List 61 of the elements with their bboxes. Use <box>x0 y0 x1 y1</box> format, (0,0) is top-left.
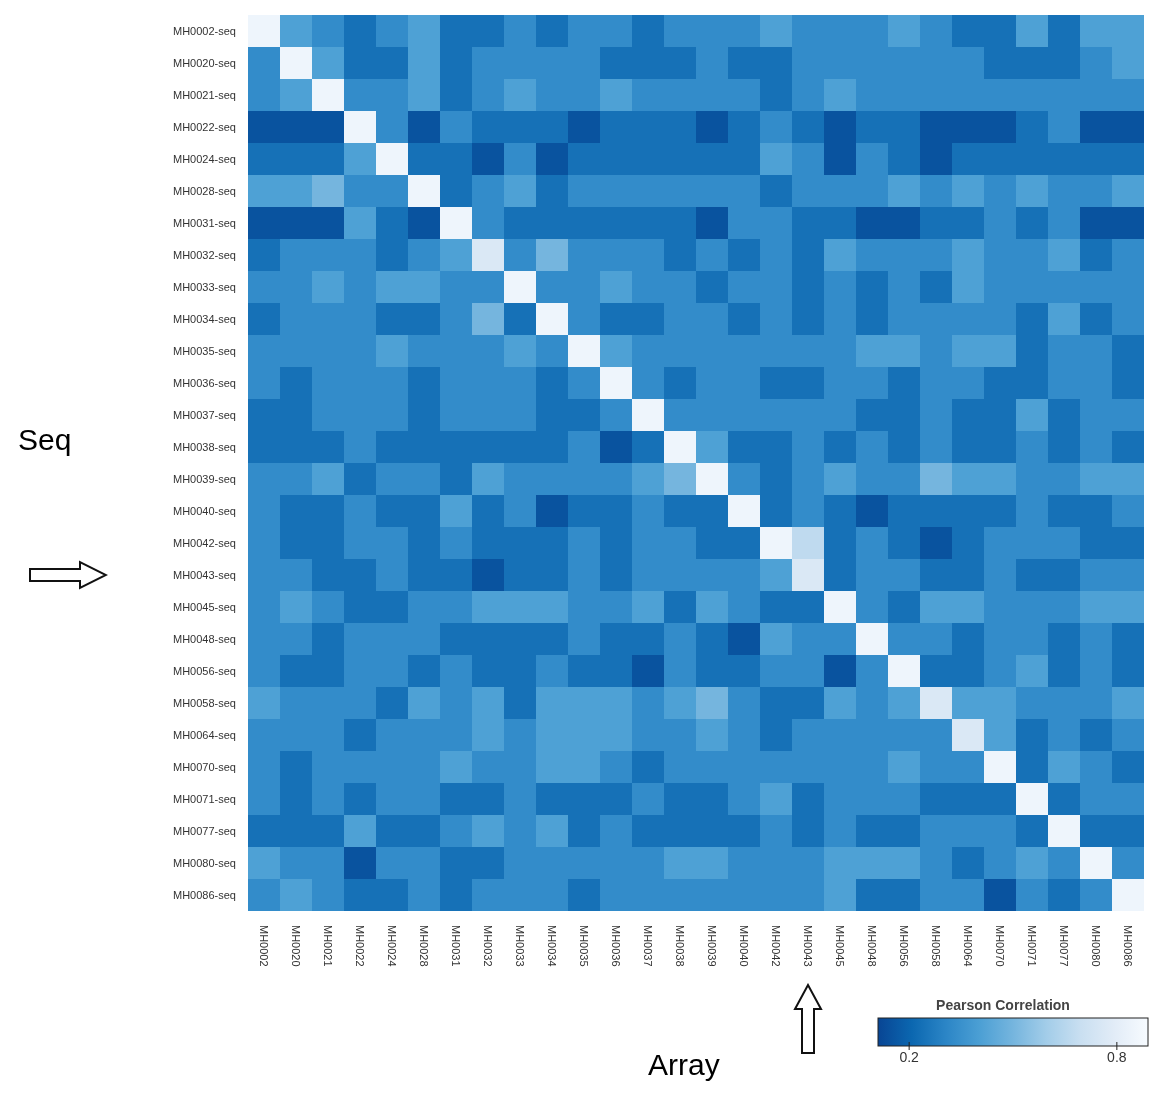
x-tick-label: MH0033 <box>514 925 526 967</box>
y-tick-label: MH0058-seq <box>173 697 236 709</box>
y-tick-label: MH0056-seq <box>173 665 236 677</box>
y-tick-label: MH0021-seq <box>173 89 236 101</box>
y-tick-label: MH0071-seq <box>173 793 236 805</box>
x-tick-label: MH0077 <box>1058 925 1070 967</box>
x-tick-label: MH0035 <box>578 925 590 967</box>
y-tick-label: MH0039-seq <box>173 473 236 485</box>
x-tick-label: MH0024 <box>386 925 398 967</box>
y-tick-label: MH0002-seq <box>173 25 236 37</box>
x-tick-label: MH0080 <box>1090 925 1102 967</box>
color-bar-label: 0.8 <box>1107 1049 1127 1065</box>
y-tick-label: MH0077-seq <box>173 825 236 837</box>
x-tick-label: MH0070 <box>994 925 1006 967</box>
y-tick-label: MH0032-seq <box>173 249 236 261</box>
x-tick-label: MH0058 <box>930 925 942 967</box>
y-tick-label: MH0031-seq <box>173 217 236 229</box>
y-tick-label: MH0034-seq <box>173 313 236 325</box>
x-tick-label: MH0086 <box>1122 925 1134 967</box>
x-tick-label: MH0002 <box>258 925 270 967</box>
y-tick-label: MH0045-seq <box>173 601 236 613</box>
y-tick-label: MH0036-seq <box>173 377 236 389</box>
y-tick-label: MH0040-seq <box>173 505 236 517</box>
x-tick-label: MH0034 <box>546 925 558 967</box>
y-tick-label: MH0022-seq <box>173 121 236 133</box>
x-tick-label: MH0036 <box>610 925 622 967</box>
x-tick-label: MH0022 <box>354 925 366 967</box>
x-tick-label: MH0037 <box>642 925 654 967</box>
x-tick-label: MH0028 <box>418 925 430 967</box>
x-tick-label: MH0071 <box>1026 925 1038 967</box>
x-tick-label: MH0031 <box>450 925 462 967</box>
x-tick-label: MH0045 <box>834 925 846 967</box>
y-tick-label: MH0064-seq <box>173 729 236 741</box>
y-tick-label: MH0048-seq <box>173 633 236 645</box>
y-tick-label: MH0038-seq <box>173 441 236 453</box>
y-tick-label: MH0086-seq <box>173 889 236 901</box>
y-tick-label: MH0028-seq <box>173 185 236 197</box>
y-tick-label: MH0080-seq <box>173 857 236 869</box>
y-tick-label: MH0020-seq <box>173 57 236 69</box>
x-tick-label: MH0040 <box>738 925 750 967</box>
x-tick-label: MH0048 <box>866 925 878 967</box>
x-tick-label: MH0020 <box>290 925 302 967</box>
x-tick-label: MH0042 <box>770 925 782 967</box>
y-tick-label: MH0070-seq <box>173 761 236 773</box>
x-tick-label: MH0043 <box>802 925 814 967</box>
color-bar-title: Pearson Correlation <box>936 997 1070 1013</box>
x-tick-label: MH0039 <box>706 925 718 967</box>
x-tick-label: MH0021 <box>322 925 334 967</box>
y-tick-label: MH0043-seq <box>173 569 236 581</box>
color-bar-label: 0.2 <box>899 1049 920 1065</box>
y-tick-label: MH0042-seq <box>173 537 236 549</box>
x-axis-title: Array <box>648 1048 720 1082</box>
x-tick-label: MH0056 <box>898 925 910 967</box>
y-axis-title: Seq <box>18 423 72 457</box>
y-tick-label: MH0035-seq <box>173 345 236 357</box>
y-tick-label: MH0033-seq <box>173 281 236 293</box>
y-tick-label: MH0024-seq <box>173 153 236 165</box>
y-tick-label: MH0037-seq <box>173 409 236 421</box>
x-tick-label: MH0032 <box>482 925 494 967</box>
x-tick-label: MH0038 <box>674 925 686 967</box>
x-tick-label: MH0064 <box>962 925 974 967</box>
